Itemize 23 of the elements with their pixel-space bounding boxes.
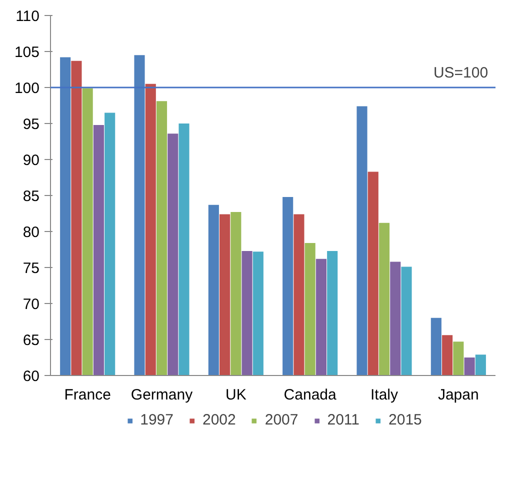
y-tick-label: 90 xyxy=(22,152,40,169)
x-tick-label: France xyxy=(64,386,111,404)
x-tick-label: Japan xyxy=(438,386,479,404)
legend-label: 2011 xyxy=(327,412,360,428)
y-tick-label: 100 xyxy=(14,80,40,97)
x-tick-label: Italy xyxy=(370,386,399,404)
y-tick-label: 95 xyxy=(22,116,40,133)
legend-label: 1997 xyxy=(140,412,174,428)
y-tick-label: 65 xyxy=(22,332,40,349)
x-tick-label: UK xyxy=(226,386,246,404)
y-tick-label: 75 xyxy=(22,260,40,277)
y-tick-label: 105 xyxy=(14,44,40,61)
x-tick-label: Germany xyxy=(130,386,194,404)
legend-label: 2007 xyxy=(264,412,298,428)
y-tick-label: 80 xyxy=(22,224,40,241)
x-tick-label: Canada xyxy=(284,386,338,404)
legend-label: 2015 xyxy=(388,412,422,428)
y-tick-label: 70 xyxy=(22,296,40,313)
legend-label: 2002 xyxy=(202,412,236,428)
y-tick-label: 85 xyxy=(22,188,40,205)
y-tick-label: 110 xyxy=(16,8,40,25)
ref-line-label: US=100 xyxy=(433,64,488,82)
y-tick-label: 60 xyxy=(22,368,40,385)
